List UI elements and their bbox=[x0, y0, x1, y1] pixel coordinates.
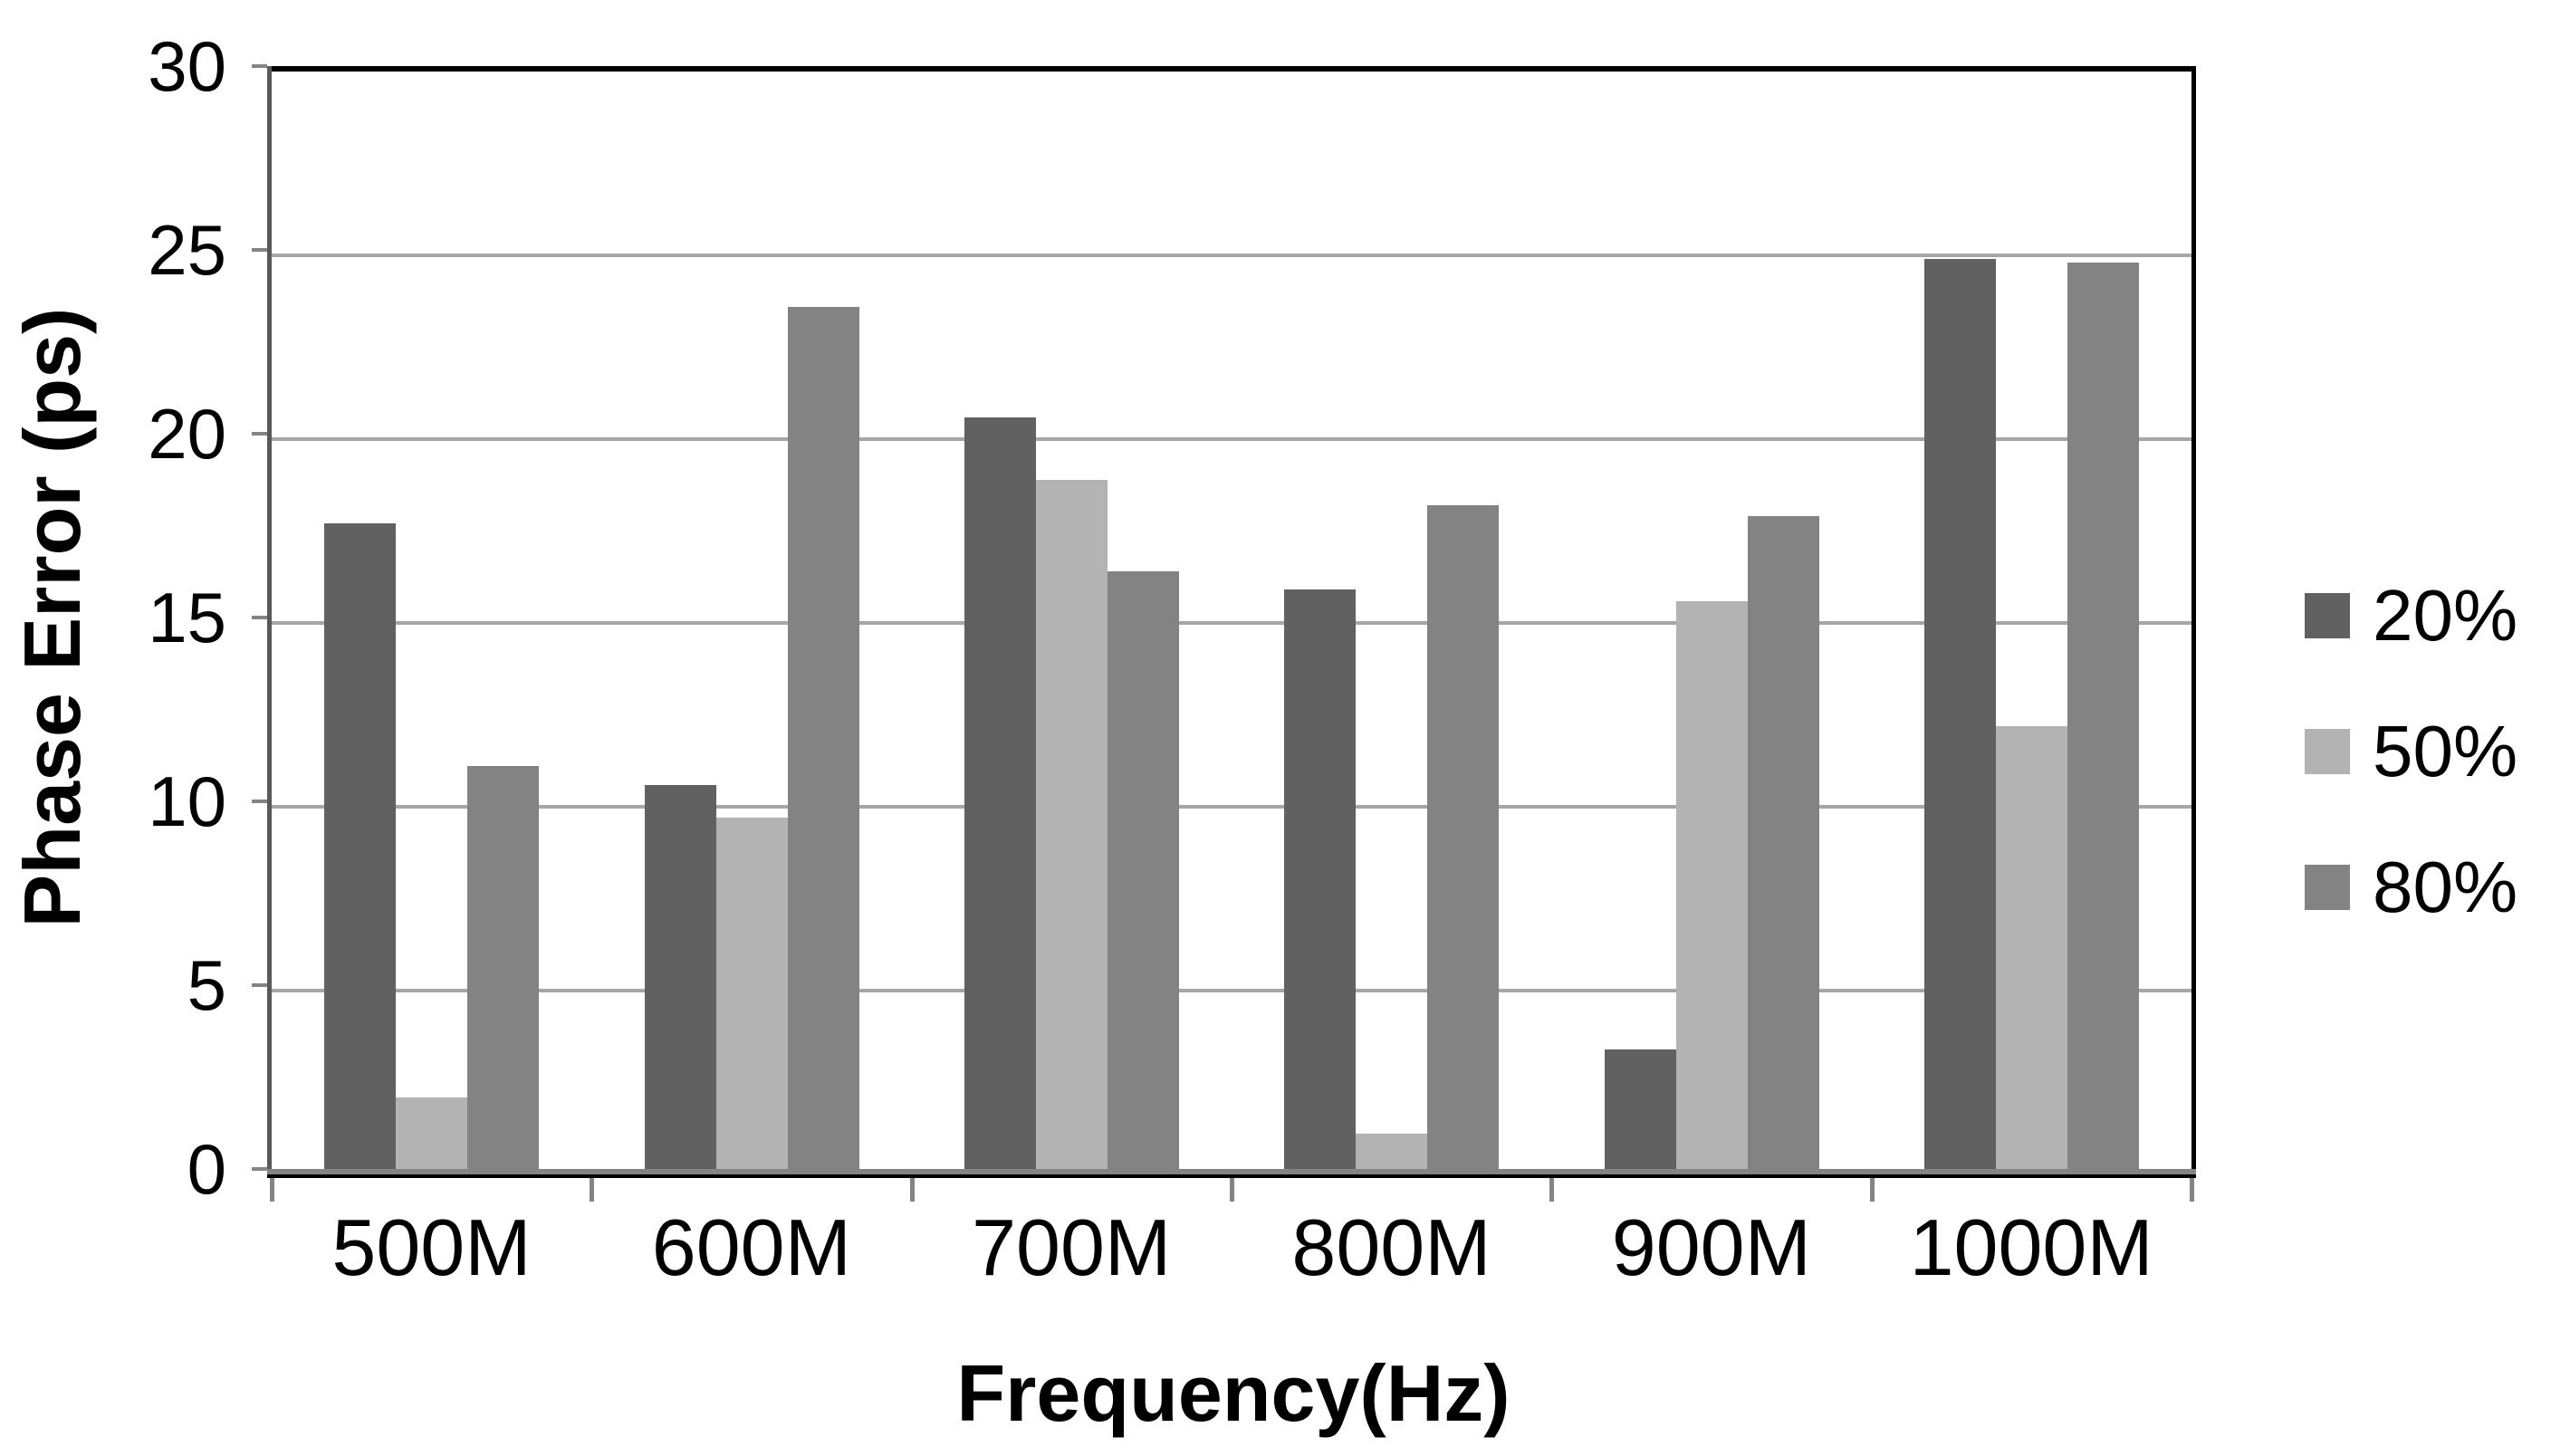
x-tick-3 bbox=[1230, 1178, 1234, 1202]
y-tick-label-20: 20 bbox=[148, 394, 226, 474]
x-axis-line bbox=[267, 1169, 2196, 1174]
x-category-label-600M: 600M bbox=[651, 1202, 851, 1292]
y-tick-10 bbox=[252, 800, 267, 803]
bar-500M-20% bbox=[324, 523, 397, 1174]
bar-600M-20% bbox=[644, 784, 716, 1174]
x-category-label-500M: 500M bbox=[331, 1202, 532, 1292]
legend-label-80%: 80% bbox=[2373, 847, 2518, 927]
legend-label-50%: 50% bbox=[2373, 711, 2518, 791]
bar-1000M-80% bbox=[2067, 263, 2139, 1174]
y-tick-label-30: 30 bbox=[148, 26, 226, 106]
bar-900M-20% bbox=[1604, 1049, 1676, 1174]
bar-800M-80% bbox=[1427, 505, 1500, 1174]
legend-swatch-80% bbox=[2305, 865, 2350, 910]
x-tick-4 bbox=[1549, 1178, 1555, 1202]
plot-bottom-border bbox=[267, 1174, 2196, 1178]
gridline-y-20 bbox=[272, 437, 2191, 441]
y-tick-0 bbox=[252, 1167, 267, 1171]
y-tick-label-25: 25 bbox=[148, 210, 226, 290]
bar-800M-20% bbox=[1284, 589, 1357, 1174]
x-tick-5 bbox=[1869, 1178, 1875, 1202]
gridline-y-25 bbox=[272, 254, 2191, 257]
y-tick-25 bbox=[252, 248, 267, 252]
y-tick-15 bbox=[252, 616, 267, 619]
y-tick-label-0: 0 bbox=[187, 1129, 226, 1209]
y-tick-20 bbox=[252, 432, 267, 436]
bar-900M-80% bbox=[1747, 516, 1819, 1174]
x-category-label-800M: 800M bbox=[1291, 1202, 1491, 1292]
y-tick-5 bbox=[252, 983, 267, 987]
bar-700M-80% bbox=[1107, 571, 1179, 1174]
bar-900M-50% bbox=[1675, 600, 1748, 1174]
y-axis-line bbox=[267, 66, 272, 1178]
x-tick-2 bbox=[909, 1178, 915, 1202]
bar-500M-50% bbox=[396, 1097, 468, 1174]
bar-500M-80% bbox=[467, 766, 540, 1174]
gridline-y-5 bbox=[272, 989, 2191, 992]
x-category-label-900M: 900M bbox=[1611, 1202, 1811, 1292]
y-tick-label-15: 15 bbox=[148, 578, 226, 657]
x-tick-0 bbox=[270, 1178, 274, 1202]
gridline-y-15 bbox=[272, 621, 2191, 625]
legend-label-20%: 20% bbox=[2373, 575, 2518, 656]
bar-700M-50% bbox=[1035, 479, 1108, 1174]
x-axis-title: Frequency(Hz) bbox=[956, 1348, 1510, 1438]
bar-800M-50% bbox=[1356, 1134, 1428, 1174]
y-tick-label-10: 10 bbox=[148, 762, 226, 841]
x-category-label-700M: 700M bbox=[972, 1202, 1172, 1292]
legend-swatch-20% bbox=[2305, 593, 2350, 638]
bar-600M-50% bbox=[715, 818, 788, 1174]
x-tick-1 bbox=[590, 1178, 595, 1202]
x-tick-6 bbox=[2190, 1178, 2194, 1202]
plot-area bbox=[272, 66, 2196, 1174]
bar-600M-80% bbox=[787, 306, 859, 1174]
x-category-label-1000M: 1000M bbox=[1909, 1202, 2153, 1292]
bar-1000M-20% bbox=[1923, 259, 1996, 1174]
y-tick-30 bbox=[252, 64, 267, 68]
gridline-y-10 bbox=[272, 805, 2191, 809]
legend-swatch-50% bbox=[2305, 729, 2350, 774]
bar-1000M-50% bbox=[1995, 725, 2067, 1174]
bar-700M-20% bbox=[964, 417, 1036, 1174]
y-tick-label-5: 5 bbox=[187, 945, 226, 1025]
